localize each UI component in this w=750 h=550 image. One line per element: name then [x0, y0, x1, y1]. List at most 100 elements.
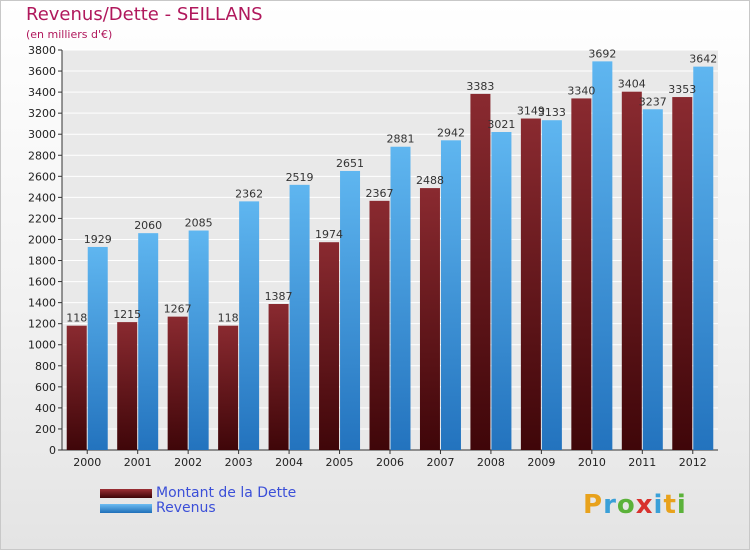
chart-subtitle: (en milliers d'€) [26, 28, 113, 41]
x-tick-label: 2004 [275, 456, 303, 469]
logo-letter: t [663, 490, 677, 520]
y-tick-label: 3000 [28, 128, 56, 141]
y-tick-label: 2200 [28, 212, 56, 225]
data-label-revenue: 2519 [286, 171, 314, 184]
y-tick-label: 3600 [28, 65, 56, 78]
x-tick-label: 2007 [426, 456, 454, 469]
data-label-debt: 3149 [517, 105, 545, 118]
bar-revenue [138, 233, 159, 450]
data-label-revenue: 2942 [437, 126, 465, 139]
y-tick-label: 600 [35, 381, 56, 394]
data-label-revenue: 3692 [588, 47, 616, 60]
logo-letter: x [635, 490, 654, 520]
data-label-debt: 3340 [567, 84, 595, 97]
bar-revenue [592, 61, 613, 451]
bar-debt [419, 188, 440, 450]
data-label-revenue: 3021 [487, 118, 515, 131]
bar-revenue [188, 230, 209, 450]
bar-revenue [491, 132, 512, 450]
y-tick-label: 1800 [28, 255, 56, 268]
y-tick-label: 0 [49, 444, 56, 457]
logo-letter: r [603, 490, 617, 520]
bar-revenue [642, 109, 663, 451]
data-label-debt: 118 [218, 312, 239, 325]
bar-revenue [340, 170, 361, 450]
y-tick-label: 2400 [28, 191, 56, 204]
bar-revenue [289, 184, 310, 450]
data-label-debt: 3404 [618, 78, 646, 91]
bar-revenue [440, 140, 461, 450]
data-label-debt: 3383 [466, 80, 494, 93]
x-tick-label: 2005 [326, 456, 354, 469]
y-tick-label: 1200 [28, 318, 56, 331]
data-label-revenue: 2651 [336, 157, 364, 170]
x-tick-label: 2011 [628, 456, 656, 469]
bar-debt [167, 316, 188, 450]
logo-letter: i [676, 490, 687, 520]
x-tick-label: 2002 [174, 456, 202, 469]
bar-debt [621, 91, 642, 451]
data-label-debt: 1974 [315, 228, 343, 241]
data-label-debt: 118 [66, 312, 87, 325]
y-tick-label: 1400 [28, 297, 56, 310]
x-tick-label: 2000 [73, 456, 101, 469]
y-tick-label: 1600 [28, 276, 56, 289]
data-label-revenue: 2362 [235, 187, 263, 200]
data-label-debt: 1215 [113, 308, 141, 321]
y-tick-label: 2600 [28, 170, 56, 183]
legend-label-debt: Montant de la Dette [156, 485, 297, 501]
y-tick-label: 1000 [28, 339, 56, 352]
data-label-debt: 3353 [668, 83, 696, 96]
data-label-debt: 1387 [265, 290, 293, 303]
y-tick-label: 2000 [28, 233, 56, 246]
legend-label-revenue: Revenus [156, 500, 216, 516]
bar-revenue [87, 246, 108, 450]
data-label-debt: 2367 [366, 187, 394, 200]
logo-letter: o [616, 490, 636, 520]
data-label-debt: 2488 [416, 174, 444, 187]
data-label-debt: 1267 [164, 303, 192, 316]
data-label-revenue: 3133 [538, 106, 566, 119]
y-tick-label: 800 [35, 360, 56, 373]
y-tick-label: 400 [35, 402, 56, 415]
x-tick-label: 2006 [376, 456, 404, 469]
bar-debt [117, 322, 138, 450]
y-tick-label: 3800 [28, 44, 56, 57]
logo-letter: P [583, 490, 604, 520]
data-label-revenue: 2881 [387, 133, 415, 146]
plot-area [62, 50, 718, 450]
x-tick-label: 2001 [124, 456, 152, 469]
x-tick-label: 2009 [527, 456, 555, 469]
bar-debt [672, 97, 693, 450]
bar-revenue [390, 146, 411, 450]
bar-debt [571, 98, 592, 450]
bar-revenue [693, 66, 714, 450]
y-tick-label: 2800 [28, 149, 56, 162]
bar-revenue [239, 201, 260, 450]
logo-letter: i [653, 490, 664, 520]
chart-title: Revenus/Dette - SEILLANS [26, 4, 263, 25]
y-tick-label: 3400 [28, 86, 56, 99]
x-tick-label: 2010 [578, 456, 606, 469]
x-tick-label: 2008 [477, 456, 505, 469]
bar-debt [369, 200, 390, 450]
data-label-revenue: 3237 [639, 95, 667, 108]
bar-debt [66, 325, 87, 450]
data-label-revenue: 2085 [185, 217, 213, 230]
bar-revenue [541, 120, 562, 451]
bar-debt [319, 242, 340, 450]
x-tick-label: 2012 [679, 456, 707, 469]
data-label-revenue: 1929 [84, 233, 112, 246]
x-tick-label: 2003 [225, 456, 253, 469]
legend-swatch-debt [100, 489, 152, 498]
bar-debt [268, 304, 289, 450]
y-tick-label: 3200 [28, 107, 56, 120]
data-label-revenue: 3642 [689, 53, 717, 66]
bar-debt [520, 118, 541, 451]
legend-swatch-revenue [100, 504, 152, 513]
bar-debt [470, 93, 491, 450]
proxiti-logo: Proxiti [583, 490, 687, 520]
y-tick-label: 200 [35, 423, 56, 436]
bar-debt [218, 325, 239, 450]
